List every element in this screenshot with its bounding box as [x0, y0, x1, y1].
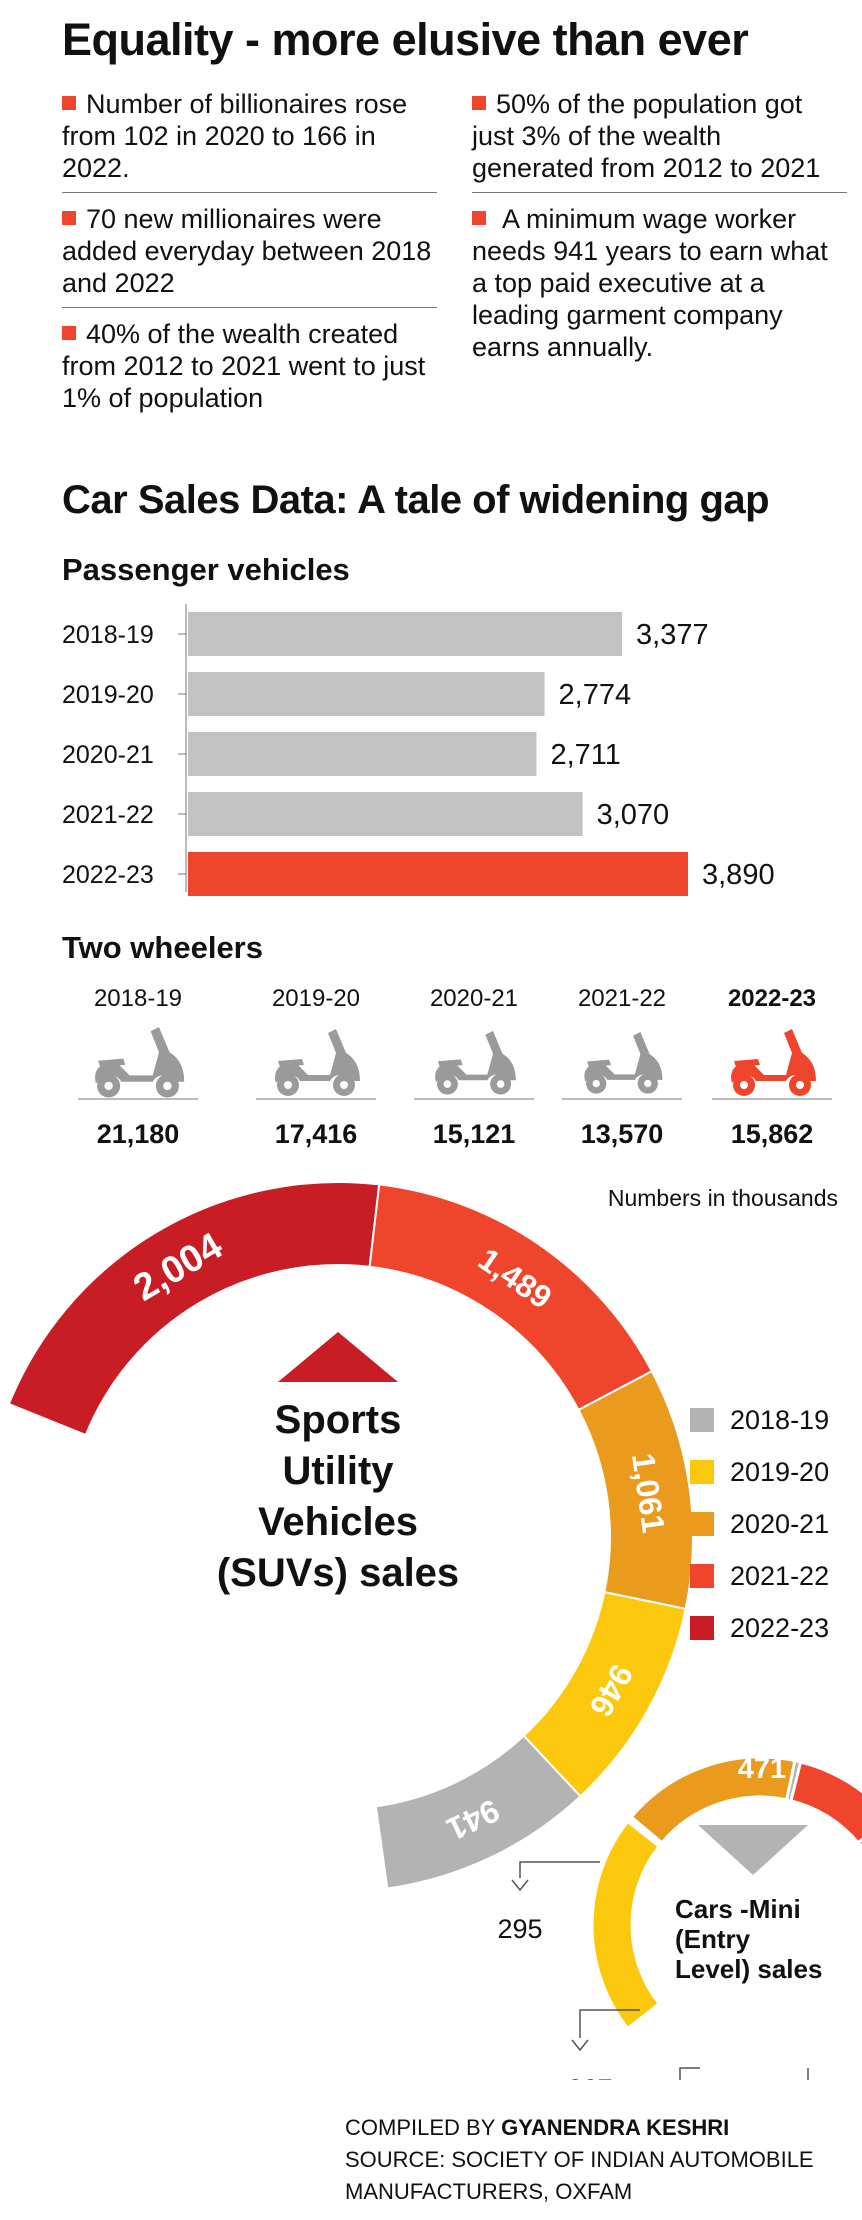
- callout-value-label: 267: [567, 2074, 612, 2080]
- square-bullet-icon: [62, 326, 76, 340]
- square-bullet-icon: [472, 96, 486, 110]
- donut-center-title: Sports: [275, 1398, 402, 1442]
- triangle-down-icon: [698, 1825, 808, 1875]
- donut-center-title: Cars -Mini: [675, 1894, 801, 1924]
- passenger-vehicles-title: Passenger vehicles: [62, 552, 350, 587]
- slice-value-label: 471: [738, 1753, 786, 1785]
- donut-center-title: (Entry: [675, 1924, 751, 1954]
- scooter-icon: [256, 1029, 376, 1100]
- legend-label: 2020-21: [730, 1509, 829, 1539]
- value-label: 13,570: [580, 1119, 664, 1149]
- facts-column-right: 50% of the population got just 3% of the…: [472, 88, 847, 381]
- legend-swatch: [690, 1564, 714, 1588]
- callout-value-label: 295: [497, 1914, 542, 1944]
- legend-label: 2021-22: [730, 1561, 829, 1591]
- two-wheelers-title: Two wheelers: [62, 930, 263, 965]
- legend-swatch: [690, 1408, 714, 1432]
- legend-swatch: [690, 1460, 714, 1484]
- category-label: 2019-20: [62, 681, 154, 709]
- scooter-icon: [562, 1032, 682, 1100]
- donut-charts: 2,004 1,4891,061946941SportsUtilityVehicl…: [7, 1181, 862, 2080]
- legend-label: 2022-23: [730, 1613, 829, 1643]
- callout-line: [579, 2009, 640, 2038]
- arrow-down-icon: [571, 2039, 589, 2052]
- source-line: MANUFACTURERS, OXFAM: [345, 2179, 633, 2204]
- year-label: 2020-21: [429, 985, 519, 1012]
- bar: [188, 732, 537, 776]
- headline: Equality - more elusive than ever: [62, 14, 749, 65]
- fact-item: 70 new millionaires were added everyday …: [62, 203, 437, 308]
- donut-center-title: (SUVs) sales: [217, 1551, 459, 1595]
- legend-swatch: [690, 1616, 714, 1640]
- year-label: 2021-22: [577, 985, 667, 1012]
- callout-line: [519, 1861, 600, 1878]
- credits: COMPILED BY GYANENDRA KESHRI SOURCE: SOC…: [345, 2112, 814, 2208]
- value-label: 15,862: [730, 1119, 814, 1149]
- value-label: 21,180: [96, 1119, 180, 1149]
- value-label: 3,070: [597, 799, 670, 831]
- fact-item: 40% of the wealth created from 2012 to 2…: [62, 319, 426, 413]
- bar: [188, 672, 545, 716]
- category-label: 2021-22: [62, 801, 154, 829]
- donut-center-title: Level) sales: [675, 1954, 822, 1984]
- section-title: Car Sales Data: A tale of widening gap: [62, 478, 770, 522]
- facts-block: Number of billionaires rose from 102 in …: [62, 88, 847, 443]
- category-label: 2022-23: [62, 861, 154, 889]
- bar: [188, 792, 583, 836]
- legend-label: 2019-20: [730, 1457, 829, 1487]
- value-label: 17,416: [274, 1119, 358, 1149]
- triangle-up-icon: [278, 1332, 398, 1382]
- category-label: 2018-19: [62, 621, 154, 649]
- arrow-down-icon: [511, 1879, 529, 1892]
- facts-column-left: Number of billionaires rose from 102 in …: [62, 88, 437, 432]
- callout-line: [679, 2067, 700, 2080]
- compiled-by: COMPILED BY GYANENDRA KESHRI: [345, 2115, 730, 2140]
- value-label: 15,121: [432, 1119, 516, 1149]
- square-bullet-icon: [62, 96, 76, 110]
- donut-center-title: Vehicles: [258, 1500, 418, 1544]
- donut-slice: [368, 1183, 654, 1412]
- year-label: 2019-20: [271, 985, 361, 1012]
- donut-slice: [629, 1755, 797, 1845]
- scooter-icon: [414, 1030, 534, 1100]
- value-label: 3,890: [702, 859, 775, 891]
- donut-center-title: Utility: [282, 1449, 394, 1493]
- bar: [188, 852, 688, 896]
- value-label: 2,711: [550, 739, 620, 771]
- scooter-icon: [78, 1027, 198, 1100]
- legend-label: 2018-19: [730, 1405, 829, 1435]
- two-wheelers-row: 2018-19 21,180 2019-20 17,416 2020-21 15,121 2…: [0, 985, 862, 1160]
- year-label: 2022-23: [727, 985, 817, 1012]
- year-label: 2018-19: [93, 985, 183, 1012]
- fact-item: 50% of the population got just 3% of the…: [472, 88, 847, 193]
- donut-slice: [374, 1734, 582, 1890]
- square-bullet-icon: [472, 211, 486, 225]
- square-bullet-icon: [62, 211, 76, 225]
- value-label: 2,774: [559, 679, 632, 711]
- value-label: 3,377: [636, 619, 709, 651]
- source-line: SOURCE: SOCIETY OF INDIAN AUTOMOBILE: [345, 2147, 814, 2172]
- category-label: 2020-21: [62, 741, 154, 769]
- scooter-icon: [712, 1029, 832, 1100]
- fact-item: A minimum wage worker needs 941 years to…: [472, 204, 828, 362]
- legend-swatch: [690, 1512, 714, 1536]
- donut-slice: [789, 1760, 862, 1845]
- bar: [188, 612, 623, 656]
- passenger-vehicles-chart: 2018-19 3,377 2019-20 2,774 2020-21 2,711 2021…: [62, 604, 775, 896]
- fact-item: Number of billionaires rose from 102 in …: [62, 88, 437, 193]
- units-note: Numbers in thousands: [607, 1185, 838, 1211]
- donut-slice: [590, 1819, 662, 2031]
